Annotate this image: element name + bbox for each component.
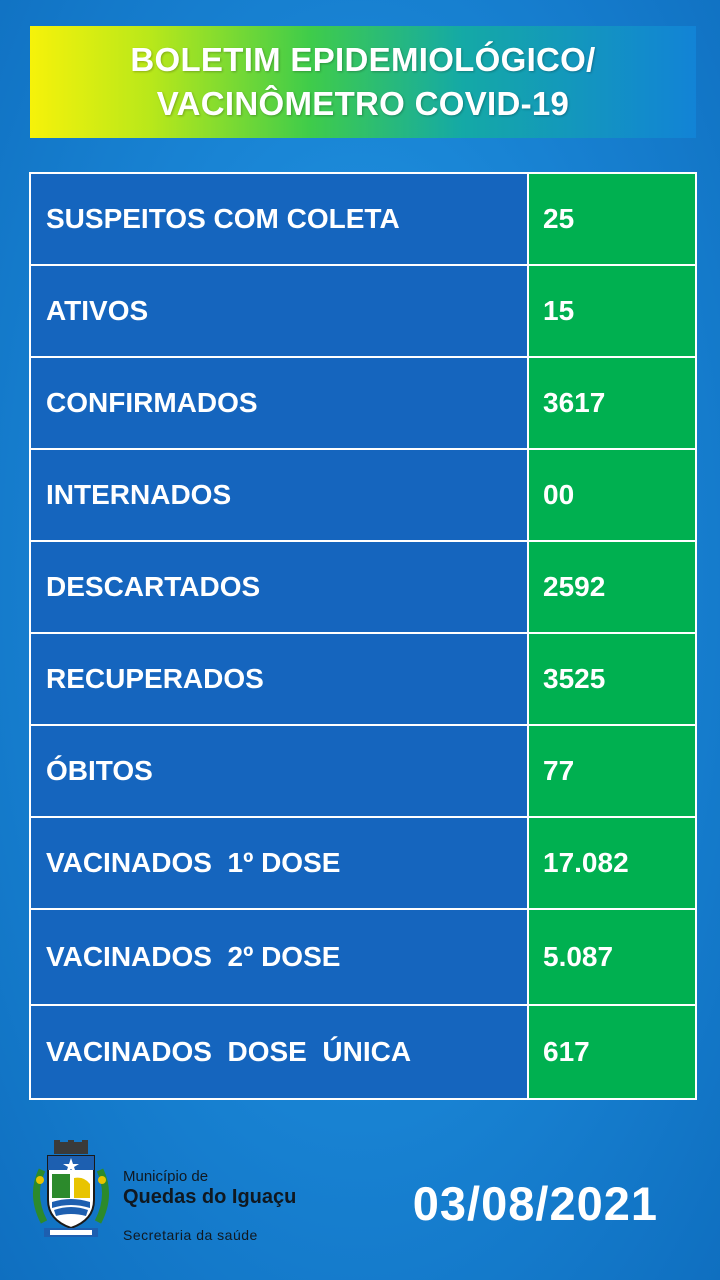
table-row: ATIVOS 15 xyxy=(31,266,695,358)
row-value: 17.082 xyxy=(529,818,695,908)
title-line-1: BOLETIM EPIDEMIOLÓGICO/ xyxy=(130,41,596,78)
table-row: INTERNADOS 00 xyxy=(31,450,695,542)
row-value: 2592 xyxy=(529,542,695,632)
table-row: CONFIRMADOS 3617 xyxy=(31,358,695,450)
table-row: ÓBITOS 77 xyxy=(31,726,695,818)
row-value: 00 xyxy=(529,450,695,540)
row-value: 3617 xyxy=(529,358,695,448)
table-row: DESCARTADOS 2592 xyxy=(31,542,695,634)
municipality-logo: Município de Quedas do Iguaçu Secretaria… xyxy=(28,1140,328,1250)
row-label: DESCARTADOS xyxy=(31,542,529,632)
org-municipality-name: Quedas do Iguaçu xyxy=(123,1186,297,1208)
stats-table: SUSPEITOS COM COLETA 25 ATIVOS 15 CONFIR… xyxy=(29,172,697,1100)
row-label: VACINADOS DOSE ÚNICA xyxy=(31,1006,529,1098)
row-value: 3525 xyxy=(529,634,695,724)
table-row: RECUPERADOS 3525 xyxy=(31,634,695,726)
row-label: ATIVOS xyxy=(31,266,529,356)
row-label: RECUPERADOS xyxy=(31,634,529,724)
title-line-2: VACINÔMETRO COVID-19 xyxy=(156,85,570,122)
org-department: Secretaria da saúde xyxy=(123,1227,258,1243)
table-row: VACINADOS DOSE ÚNICA 617 xyxy=(31,1006,695,1098)
row-label: ÓBITOS xyxy=(31,726,529,816)
row-label: SUSPEITOS COM COLETA xyxy=(31,174,529,264)
table-row: SUSPEITOS COM COLETA 25 xyxy=(31,174,695,266)
municipal-crest-icon xyxy=(33,1140,109,1237)
row-value: 15 xyxy=(529,266,695,356)
title-banner: BOLETIM EPIDEMIOLÓGICO/ VACINÔMETRO COVI… xyxy=(30,26,696,138)
row-value: 617 xyxy=(529,1006,695,1098)
row-value: 5.087 xyxy=(529,910,695,1004)
row-label: INTERNADOS xyxy=(31,450,529,540)
bulletin-date: 03/08/2021 xyxy=(412,1177,658,1230)
row-label: VACINADOS 1º DOSE xyxy=(31,818,529,908)
table-row: VACINADOS 2º DOSE 5.087 xyxy=(31,910,695,1006)
table-row: VACINADOS 1º DOSE 17.082 xyxy=(31,818,695,910)
row-label: VACINADOS 2º DOSE xyxy=(31,910,529,1004)
row-label: CONFIRMADOS xyxy=(31,358,529,448)
row-value: 77 xyxy=(529,726,695,816)
row-value: 25 xyxy=(529,174,695,264)
org-municipality-label: Município de xyxy=(123,1168,209,1185)
